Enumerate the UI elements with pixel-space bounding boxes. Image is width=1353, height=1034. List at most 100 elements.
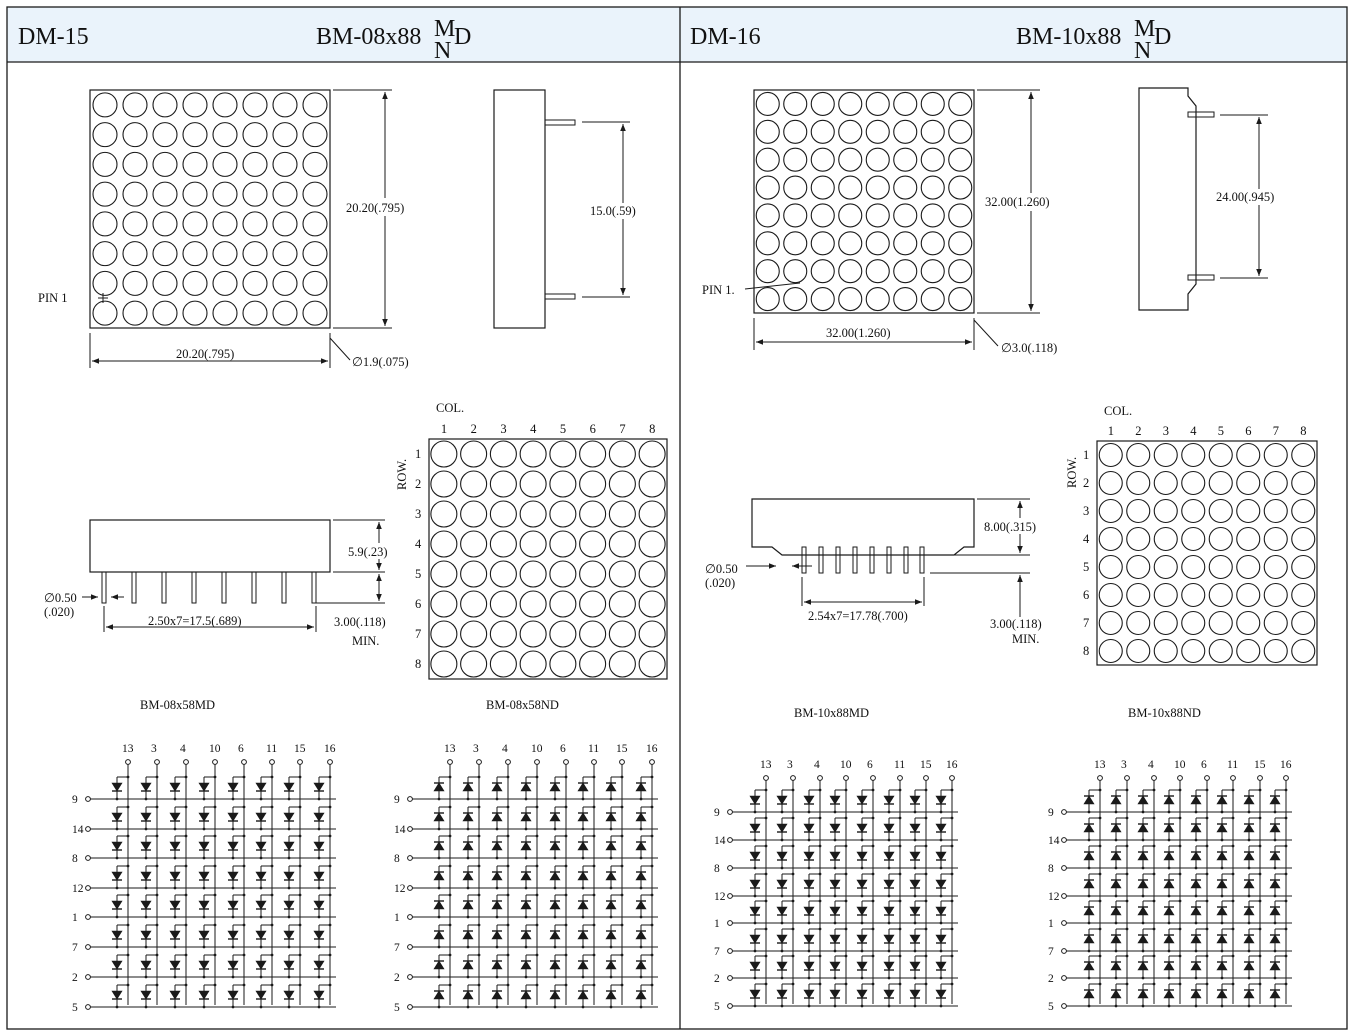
left-grid-dot — [638, 500, 666, 528]
right-row-pin — [1061, 975, 1067, 981]
right-grid-dot — [1208, 554, 1233, 580]
right-col-number: 1 — [1108, 424, 1114, 438]
right-side-pin-span: 24.00(.945) — [1216, 190, 1274, 204]
right-code: DM-16 — [690, 24, 761, 50]
right-col-pin — [763, 775, 769, 781]
right-led-diode — [776, 795, 788, 805]
left-led-diode — [255, 960, 267, 970]
left-led-diode — [635, 930, 647, 940]
right-col-pin-label: 16 — [946, 759, 958, 771]
right-model-sub: N — [1134, 38, 1151, 64]
right-grid-dot — [1153, 470, 1178, 496]
right-col-pin-label: 11 — [894, 759, 905, 771]
right-led-diode — [1163, 851, 1175, 861]
right-row-number: 3 — [1083, 504, 1089, 518]
right-led-diode — [803, 906, 815, 916]
right-grid-dot — [1236, 610, 1261, 636]
right-bottom-pin — [801, 546, 807, 574]
left-front-dot — [272, 241, 298, 267]
left-col-pin — [269, 759, 275, 765]
left-row-pin-label: 14 — [72, 824, 84, 836]
left-led-diode — [491, 812, 503, 822]
left-grid-dot — [519, 620, 547, 648]
right-col-number: 4 — [1190, 424, 1197, 438]
right-bottom-pin — [919, 546, 925, 574]
left-row-pin — [85, 855, 91, 861]
right-front-dot — [755, 203, 780, 228]
right-grid-dot — [1263, 610, 1288, 636]
right-col-pin — [949, 775, 955, 781]
left-led-diode — [549, 782, 561, 792]
left-row-pin — [85, 826, 91, 832]
right-led-diode — [1243, 879, 1255, 889]
right-front-dot — [893, 119, 918, 144]
left-grid-dot — [579, 590, 607, 618]
left-grid-dot — [430, 500, 458, 528]
right-led-diode — [909, 795, 921, 805]
right-pin-diameter-inch: (.020) — [705, 576, 735, 590]
right-grid-dot — [1181, 526, 1206, 552]
left-front-dot — [182, 181, 208, 207]
left-grid-dot — [460, 500, 488, 528]
right-led-diode — [1269, 823, 1281, 833]
right-led-diode — [829, 961, 841, 971]
left-col-pin-label: 10 — [531, 743, 543, 755]
right-led-diode — [1243, 989, 1255, 999]
right-col-pin-label: 13 — [1094, 759, 1106, 771]
left-led-diode — [605, 900, 617, 910]
left-led-diode — [169, 990, 181, 1000]
right-led-diode — [909, 823, 921, 833]
right-front-dot — [893, 259, 918, 284]
left-bottom-pin — [311, 571, 317, 604]
left-front-dot — [242, 300, 268, 326]
right-row-pin-label: 12 — [714, 891, 726, 903]
left-led-diode — [111, 812, 123, 822]
left-pin-length: 3.00(.118) — [334, 615, 386, 629]
right-row-pin-label: 7 — [714, 946, 720, 958]
left-front-dot — [212, 270, 238, 296]
right-front-dot — [948, 231, 973, 256]
right-row-pin-label: 12 — [1048, 891, 1060, 903]
right-led-diode — [776, 961, 788, 971]
left-led-diode — [462, 990, 474, 1000]
left-pin-min: MIN. — [352, 634, 379, 648]
left-row-pin — [407, 944, 413, 950]
left-grid-dot — [638, 530, 666, 558]
left-front-dot — [152, 241, 178, 267]
right-led-diode — [909, 961, 921, 971]
right-led-diode — [935, 823, 947, 833]
left-led-diode — [605, 930, 617, 940]
right-pitch: 2.54x7=17.78(.700) — [808, 609, 908, 623]
left-front-dot — [242, 151, 268, 177]
right-front-dot — [755, 175, 780, 200]
right-grid-dot — [1263, 638, 1288, 664]
right-front-dot — [783, 91, 808, 116]
right-grid-dot — [1126, 526, 1151, 552]
right-schematic-nd: 13 3 4 10 6 11 15 16 9 14 8 12 1 7 2 5 — [1048, 759, 1292, 1013]
left-row-label: ROW. — [395, 459, 409, 490]
right-grid-body — [1096, 440, 1318, 666]
right-grid-dot — [1236, 442, 1261, 468]
left-grid-dot — [549, 470, 577, 498]
right-led-diode — [1083, 934, 1095, 944]
right-led-diode — [1163, 795, 1175, 805]
right-grid-dot — [1208, 526, 1233, 552]
left-led-diode — [491, 990, 503, 1000]
right-led-diode — [1243, 961, 1255, 971]
left-col-number: 4 — [530, 422, 537, 436]
left-front-dot — [92, 92, 118, 118]
left-led-diode — [140, 812, 152, 822]
left-col-pin-label: 15 — [294, 743, 306, 755]
right-grid-dot — [1098, 470, 1123, 496]
right-front-dot — [838, 175, 863, 200]
right-led-diode — [856, 989, 868, 999]
right-front-dot — [893, 287, 918, 312]
left-led-diode — [313, 782, 325, 792]
right-col-pin-label: 13 — [760, 759, 772, 771]
left-front-dot — [242, 211, 268, 237]
right-row-pin-label: 1 — [1048, 918, 1054, 930]
left-front-dot — [182, 92, 208, 118]
left-col-pin-label: 13 — [122, 743, 134, 755]
left-row-pin — [85, 796, 91, 802]
left-grid-dot — [608, 500, 636, 528]
